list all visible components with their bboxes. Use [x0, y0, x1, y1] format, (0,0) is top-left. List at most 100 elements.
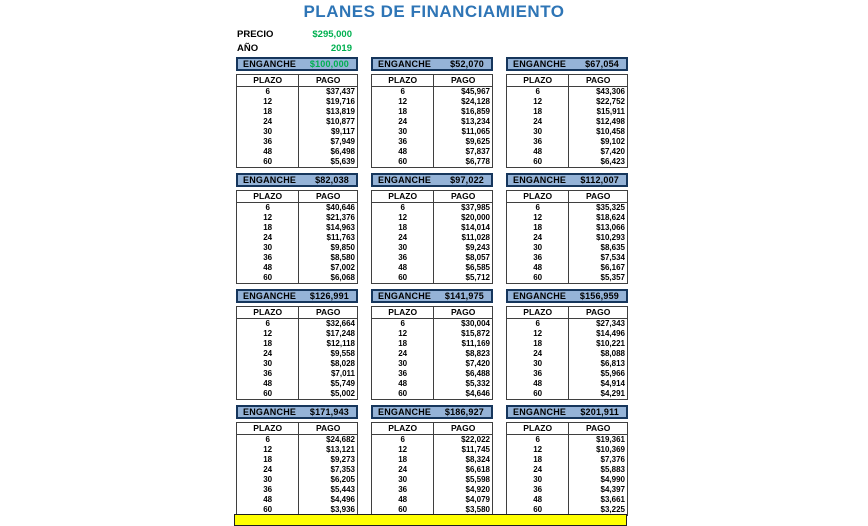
- financing-table-12: ENGANCHE $201,911 PLAZO PAGO 6 $19,361 12 $10,3…: [506, 405, 628, 516]
- enganche-label: ENGANCHE: [243, 59, 297, 69]
- table-row: 6 $22,022: [372, 435, 492, 445]
- pago-cell: $13,121: [326, 445, 355, 454]
- plazo-cell: 24: [507, 349, 570, 359]
- plazo-cell: 6: [372, 435, 435, 445]
- plazo-cell: 24: [237, 233, 300, 243]
- enganche-label: ENGANCHE: [243, 291, 297, 301]
- pago-cell: $4,990: [600, 475, 625, 484]
- pago-cell: $13,234: [461, 117, 490, 126]
- plazo-cell: 6: [507, 203, 570, 213]
- plazo-cell: 30: [237, 475, 300, 485]
- pago-cell: $7,376: [600, 455, 625, 464]
- pago-cell: $3,936: [330, 505, 355, 514]
- pago-cell: $10,369: [596, 445, 625, 454]
- pago-cell: $17,248: [326, 329, 355, 338]
- plazo-cell: 36: [237, 369, 300, 379]
- pago-cell: $7,002: [330, 263, 355, 272]
- table-row: 36 $8,057: [372, 253, 492, 263]
- enganche-label: ENGANCHE: [513, 407, 567, 417]
- plazo-cell: 36: [372, 485, 435, 495]
- plazo-cell: 12: [507, 329, 570, 339]
- plazo-cell: 36: [507, 137, 570, 147]
- pago-cell: $7,420: [465, 359, 490, 368]
- pago-cell: $3,225: [600, 505, 625, 514]
- plazo-cell: 24: [372, 117, 435, 127]
- pago-column-header: PAGO: [315, 75, 341, 85]
- table-row: 18 $14,963: [237, 223, 357, 233]
- pago-cell: $5,639: [330, 157, 355, 166]
- plazo-cell: 24: [507, 465, 570, 475]
- plazo-cell: 60: [237, 505, 300, 515]
- pago-cell: $12,498: [596, 117, 625, 126]
- pago-cell: $6,423: [600, 157, 625, 166]
- pago-cell: $9,117: [330, 127, 355, 136]
- table-row: 36 $9,102: [507, 137, 627, 147]
- pago-cell: $5,332: [465, 379, 490, 388]
- pago-cell: $22,752: [596, 97, 625, 106]
- plazo-column-header: PLAZO: [372, 75, 435, 86]
- payments-table: PLAZO PAGO 6 $27,343 12 $14,496 18 $10,221 24 $8,…: [506, 306, 628, 400]
- table-row: 24 $5,883: [507, 465, 627, 475]
- pago-cell: $24,682: [326, 435, 355, 444]
- pago-cell: $6,813: [600, 359, 625, 368]
- pago-column-header: PAGO: [315, 423, 341, 433]
- table-row: 6 $32,664: [237, 319, 357, 329]
- ano-label: AÑO: [237, 42, 259, 54]
- payments-table: PLAZO PAGO 6 $19,361 12 $10,369 18 $7,376 24 $5,8…: [506, 422, 628, 516]
- enganche-header: ENGANCHE $52,070: [371, 57, 493, 71]
- plazo-cell: 48: [372, 147, 435, 157]
- plazo-cell: 12: [372, 445, 435, 455]
- pago-cell: $4,397: [600, 485, 625, 494]
- table-row: 60 $5,002: [237, 389, 357, 399]
- pago-cell: $4,920: [465, 485, 490, 494]
- enganche-label: ENGANCHE: [243, 175, 297, 185]
- column-headers: PLAZO PAGO: [507, 307, 627, 319]
- pago-cell: $19,716: [326, 97, 355, 106]
- pago-cell: $8,324: [465, 455, 490, 464]
- plazo-cell: 18: [372, 339, 435, 349]
- table-row: 48 $7,420: [507, 147, 627, 157]
- pago-column-header: PAGO: [450, 423, 476, 433]
- table-row: 48 $5,749: [237, 379, 357, 389]
- plazo-cell: 24: [507, 117, 570, 127]
- plazo-cell: 36: [372, 369, 435, 379]
- table-row: 48 $7,837: [372, 147, 492, 157]
- plazo-cell: 12: [507, 97, 570, 107]
- table-row: 60 $6,068: [237, 273, 357, 283]
- plazo-cell: 6: [237, 203, 300, 213]
- plazo-cell: 60: [372, 505, 435, 515]
- column-headers: PLAZO PAGO: [237, 423, 357, 435]
- precio-label: PRECIO: [237, 28, 274, 40]
- plazo-cell: 6: [507, 435, 570, 445]
- plazo-cell: 60: [507, 157, 570, 167]
- pago-cell: $11,028: [461, 233, 490, 242]
- financing-table-8: ENGANCHE $141,975 PLAZO PAGO 6 $30,004 12 $15,8…: [371, 289, 493, 400]
- pago-cell: $5,443: [330, 485, 355, 494]
- enganche-value: $201,911: [580, 407, 619, 417]
- table-row: 24 $8,088: [507, 349, 627, 359]
- payments-table: PLAZO PAGO 6 $43,306 12 $22,752 18 $15,911 24 $12…: [506, 74, 628, 168]
- table-row: 12 $15,872: [372, 329, 492, 339]
- pago-cell: $3,661: [600, 495, 625, 504]
- pago-cell: $10,221: [596, 339, 625, 348]
- plazo-column-header: PLAZO: [237, 307, 300, 318]
- pago-cell: $16,859: [461, 107, 490, 116]
- table-row: 18 $10,221: [507, 339, 627, 349]
- table-row: 36 $8,580: [237, 253, 357, 263]
- table-row: 18 $13,066: [507, 223, 627, 233]
- table-row: 36 $7,534: [507, 253, 627, 263]
- pago-cell: $27,343: [596, 319, 625, 328]
- enganche-value: $67,054: [585, 59, 619, 69]
- enganche-value: $126,991: [309, 291, 349, 301]
- enganche-header: ENGANCHE $201,911: [506, 405, 628, 419]
- payments-table: PLAZO PAGO 6 $40,646 12 $21,376 18 $14,963 24 $11…: [236, 190, 358, 284]
- plazo-column-header: PLAZO: [372, 191, 435, 202]
- financing-table-3: ENGANCHE $67,054 PLAZO PAGO 6 $43,306 12 $22,75…: [506, 57, 628, 168]
- table-row: 60 $6,423: [507, 157, 627, 167]
- plazo-cell: 48: [372, 379, 435, 389]
- pago-column-header: PAGO: [585, 307, 611, 317]
- table-row: 30 $9,243: [372, 243, 492, 253]
- pago-cell: $37,437: [326, 87, 355, 96]
- plazo-cell: 48: [372, 263, 435, 273]
- tables-grid: ENGANCHE $100,000 PLAZO PAGO 6 $37,437 12 $19,7…: [236, 57, 628, 516]
